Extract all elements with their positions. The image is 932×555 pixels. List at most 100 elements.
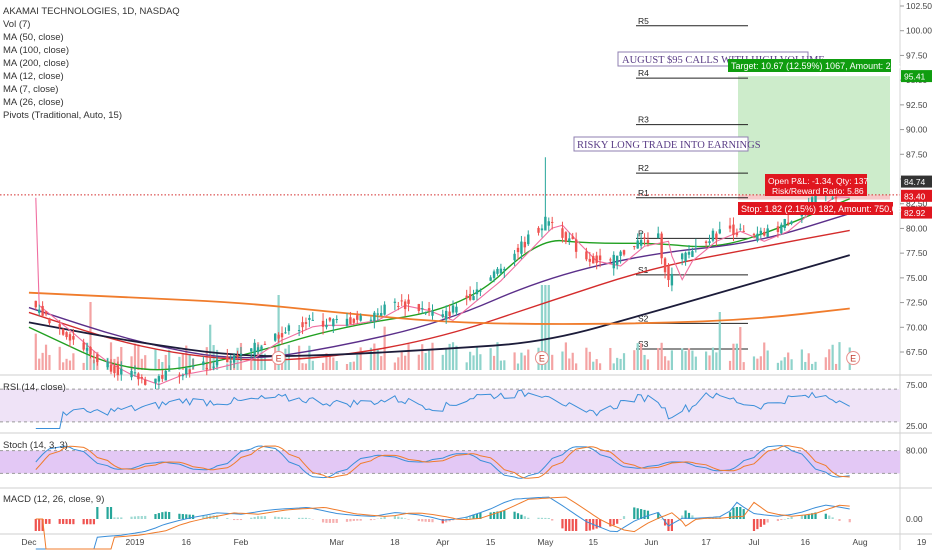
volume-bar <box>428 349 430 370</box>
candle-body <box>120 369 122 375</box>
candle-body <box>421 308 423 309</box>
volume-bar <box>59 347 61 370</box>
x-tick-label: Feb <box>234 537 249 547</box>
macd-histogram-bar <box>633 507 635 519</box>
macd-histogram-bar <box>178 514 180 519</box>
macd-histogram-bar <box>305 518 307 519</box>
x-tick-label: Dec <box>21 537 37 547</box>
macd-histogram-bar <box>763 519 765 525</box>
earnings-marker[interactable]: E <box>535 352 548 365</box>
volume-bar <box>784 357 786 370</box>
earnings-marker[interactable]: E <box>847 352 860 365</box>
annotation-risky-long[interactable]: RISKY LONG TRADE INTO EARNINGS <box>574 137 761 151</box>
volume-bar <box>684 351 686 370</box>
candle-body <box>130 371 132 377</box>
candle-body <box>790 221 792 223</box>
candle-body <box>500 269 502 274</box>
y-tick-label: 72.50 <box>906 298 928 308</box>
candle-body <box>695 246 697 247</box>
macd-histogram-bar <box>165 512 167 519</box>
candle-body <box>541 228 543 230</box>
volume-bar <box>305 364 307 370</box>
open-pl-label: Open P&L: -1.34, Qty: 137 Risk/Reward Ra… <box>765 174 868 196</box>
indicator-label-1: MA (50, close) <box>3 32 64 43</box>
stoch-pane[interactable] <box>0 446 900 479</box>
volume-bar <box>165 355 167 370</box>
macd-histogram-bar <box>380 518 382 519</box>
volume-bar <box>681 348 683 370</box>
macd-histogram-bar <box>308 518 310 519</box>
candle-body <box>479 291 481 292</box>
macd-histogram-bar <box>65 519 67 524</box>
macd-histogram-bar <box>407 519 409 520</box>
indicator-label-4: MA (12, close) <box>3 71 64 82</box>
macd-histogram-bar <box>838 519 840 521</box>
rsi-label: RSI (14, close) <box>3 382 66 393</box>
candle-body <box>134 372 136 373</box>
open-pl-text: Open P&L: -1.34, Qty: 137 <box>768 176 868 186</box>
macd-histogram-bar <box>801 515 803 519</box>
volume-bar <box>572 353 574 370</box>
volume-bar <box>814 362 816 370</box>
macd-histogram-bar <box>568 519 570 531</box>
macd-histogram-bar <box>356 519 358 521</box>
macd-histogram-bar <box>541 518 543 519</box>
volume-bar <box>38 359 40 370</box>
macd-histogram-bar <box>332 519 334 523</box>
volume-bar <box>743 362 745 370</box>
volume-bar <box>394 362 396 370</box>
candle-body <box>298 330 300 331</box>
price-label-last: 84.74 <box>904 177 926 187</box>
macd-histogram-bar <box>401 518 403 519</box>
candle-body <box>736 233 738 235</box>
macd-histogram-bar <box>240 519 242 520</box>
candle-body <box>233 356 235 363</box>
macd-histogram-bar <box>404 518 406 519</box>
indicator-label-3: MA (200, close) <box>3 58 69 69</box>
volume-bar <box>493 356 495 370</box>
price-label-current: 83.40 <box>904 191 926 201</box>
candle-body <box>349 317 351 324</box>
macd-histogram-bar <box>787 518 789 519</box>
candle-body <box>377 313 379 314</box>
volume-bar <box>189 354 191 370</box>
macd-histogram-bar <box>113 517 115 519</box>
volume-bar <box>373 344 375 370</box>
volume-bar <box>83 363 85 370</box>
earnings-marker[interactable]: E <box>272 352 285 365</box>
macd-tick-label: 0.00 <box>906 514 923 524</box>
candle-body <box>831 198 833 199</box>
candle-body <box>637 240 639 248</box>
candle-body <box>82 342 84 349</box>
volume-bar <box>647 359 649 370</box>
macd-histogram-bar <box>254 517 256 519</box>
candle-body <box>161 375 163 379</box>
volume-bar <box>356 355 358 370</box>
candle-body <box>158 376 160 381</box>
macd-histogram-bar <box>589 519 591 531</box>
candle-body <box>346 319 348 326</box>
candle-body <box>712 231 714 241</box>
candle-body <box>599 255 601 260</box>
volume-bar <box>466 362 468 370</box>
candle-body <box>69 334 71 340</box>
macd-histogram-bar <box>544 518 546 519</box>
volume-bar <box>599 363 601 370</box>
volume-bar <box>161 362 163 370</box>
rsi-tick-label: 75.00 <box>906 380 928 390</box>
macd-histogram-bar <box>370 519 372 520</box>
macd-histogram-bar <box>421 519 423 521</box>
volume-bar <box>620 359 622 370</box>
candle-body <box>353 319 355 323</box>
macd-histogram-bar <box>397 517 399 519</box>
candle-body <box>257 347 259 352</box>
volume-bar <box>500 361 502 370</box>
candle <box>62 328 64 336</box>
candle-body <box>178 375 180 376</box>
macd-histogram-bar <box>784 519 786 520</box>
volume-bar <box>767 350 769 370</box>
volume-bar <box>780 361 782 370</box>
candle-body <box>609 259 611 260</box>
candle-body <box>113 366 115 373</box>
